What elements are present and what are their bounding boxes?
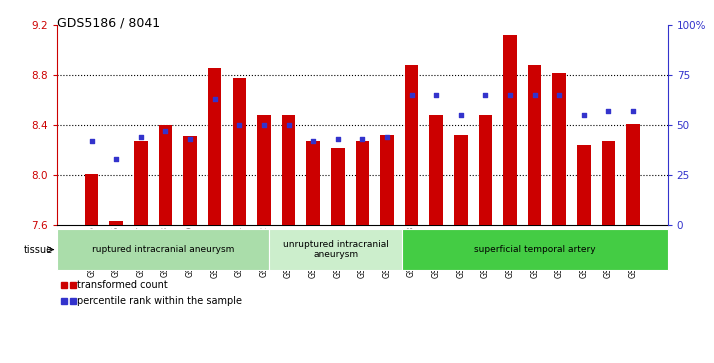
Point	[160, 128, 171, 134]
Bar	[380, 135, 393, 225]
Text: superficial temporal artery: superficial temporal artery	[474, 245, 595, 254]
Text: percentile rank within the sample: percentile rank within the sample	[77, 296, 242, 306]
Text: unruptured intracranial
aneurysm: unruptured intracranial aneurysm	[283, 240, 388, 259]
Bar	[257, 115, 271, 225]
Point	[431, 92, 442, 98]
Point	[628, 108, 639, 114]
Point	[135, 134, 146, 140]
Point	[86, 138, 97, 144]
Bar	[356, 142, 369, 225]
Point	[356, 136, 368, 142]
Bar	[503, 35, 517, 225]
Bar	[134, 142, 148, 225]
Bar	[306, 142, 320, 225]
Point	[406, 92, 417, 98]
Bar	[577, 145, 590, 225]
Point	[455, 113, 466, 118]
Bar	[331, 148, 345, 225]
Text: tissue: tissue	[24, 245, 53, 254]
Bar	[478, 115, 492, 225]
Bar	[405, 65, 418, 225]
Point	[283, 122, 294, 128]
Point	[111, 156, 122, 162]
Point	[553, 92, 565, 98]
Bar	[553, 73, 566, 225]
Point	[209, 96, 221, 102]
Point	[480, 92, 491, 98]
Bar	[282, 115, 296, 225]
Point	[529, 92, 540, 98]
Bar	[183, 136, 197, 225]
Point	[603, 108, 614, 114]
Bar	[109, 221, 123, 225]
Bar	[208, 68, 221, 225]
Text: transformed count: transformed count	[77, 280, 168, 290]
Point	[578, 113, 590, 118]
Point	[233, 122, 245, 128]
Bar	[454, 135, 468, 225]
Bar	[233, 78, 246, 225]
Bar	[528, 65, 541, 225]
Bar	[429, 115, 443, 225]
Bar	[602, 142, 615, 225]
Bar	[159, 125, 172, 225]
Point	[308, 138, 319, 144]
Point	[381, 134, 393, 140]
Point	[504, 92, 516, 98]
Text: ruptured intracranial aneurysm: ruptured intracranial aneurysm	[92, 245, 234, 254]
Point	[332, 136, 343, 142]
Bar	[85, 174, 99, 225]
Text: GDS5186 / 8041: GDS5186 / 8041	[57, 16, 160, 29]
Point	[184, 136, 196, 142]
Bar	[626, 124, 640, 225]
Point	[258, 122, 270, 128]
